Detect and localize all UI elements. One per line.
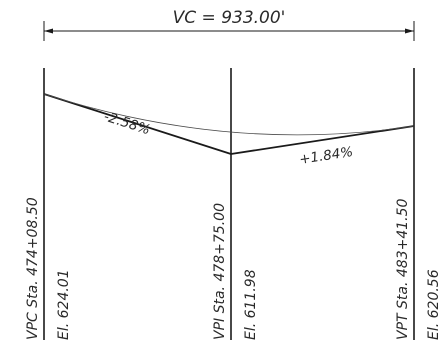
back-tangent <box>43 93 232 155</box>
dimension-arrow-right <box>405 28 414 34</box>
vertical-curve <box>43 93 415 136</box>
dimension-arrow-left <box>44 28 53 34</box>
vc-dimension: VC = 933.00' <box>43 8 415 41</box>
vpc-elevation-label: El. 624.01 <box>56 269 72 340</box>
vpt-station-label: VPT Sta. 483+41.50 <box>395 198 411 340</box>
vpc-station-label: VPC Sta. 474+08.50 <box>25 197 41 340</box>
vpt-elevation-label: El. 620.56 <box>426 269 442 340</box>
vc-label: VC = 933.00' <box>173 8 286 28</box>
forward-tangent <box>230 125 415 155</box>
forward-grade-label: +1.84% <box>298 144 354 168</box>
vpi-elevation-label: El. 611.98 <box>243 269 259 340</box>
vpi-station-label: VPI Sta. 478+75.00 <box>212 203 228 340</box>
back-grade-label: -2.58% <box>102 109 152 139</box>
